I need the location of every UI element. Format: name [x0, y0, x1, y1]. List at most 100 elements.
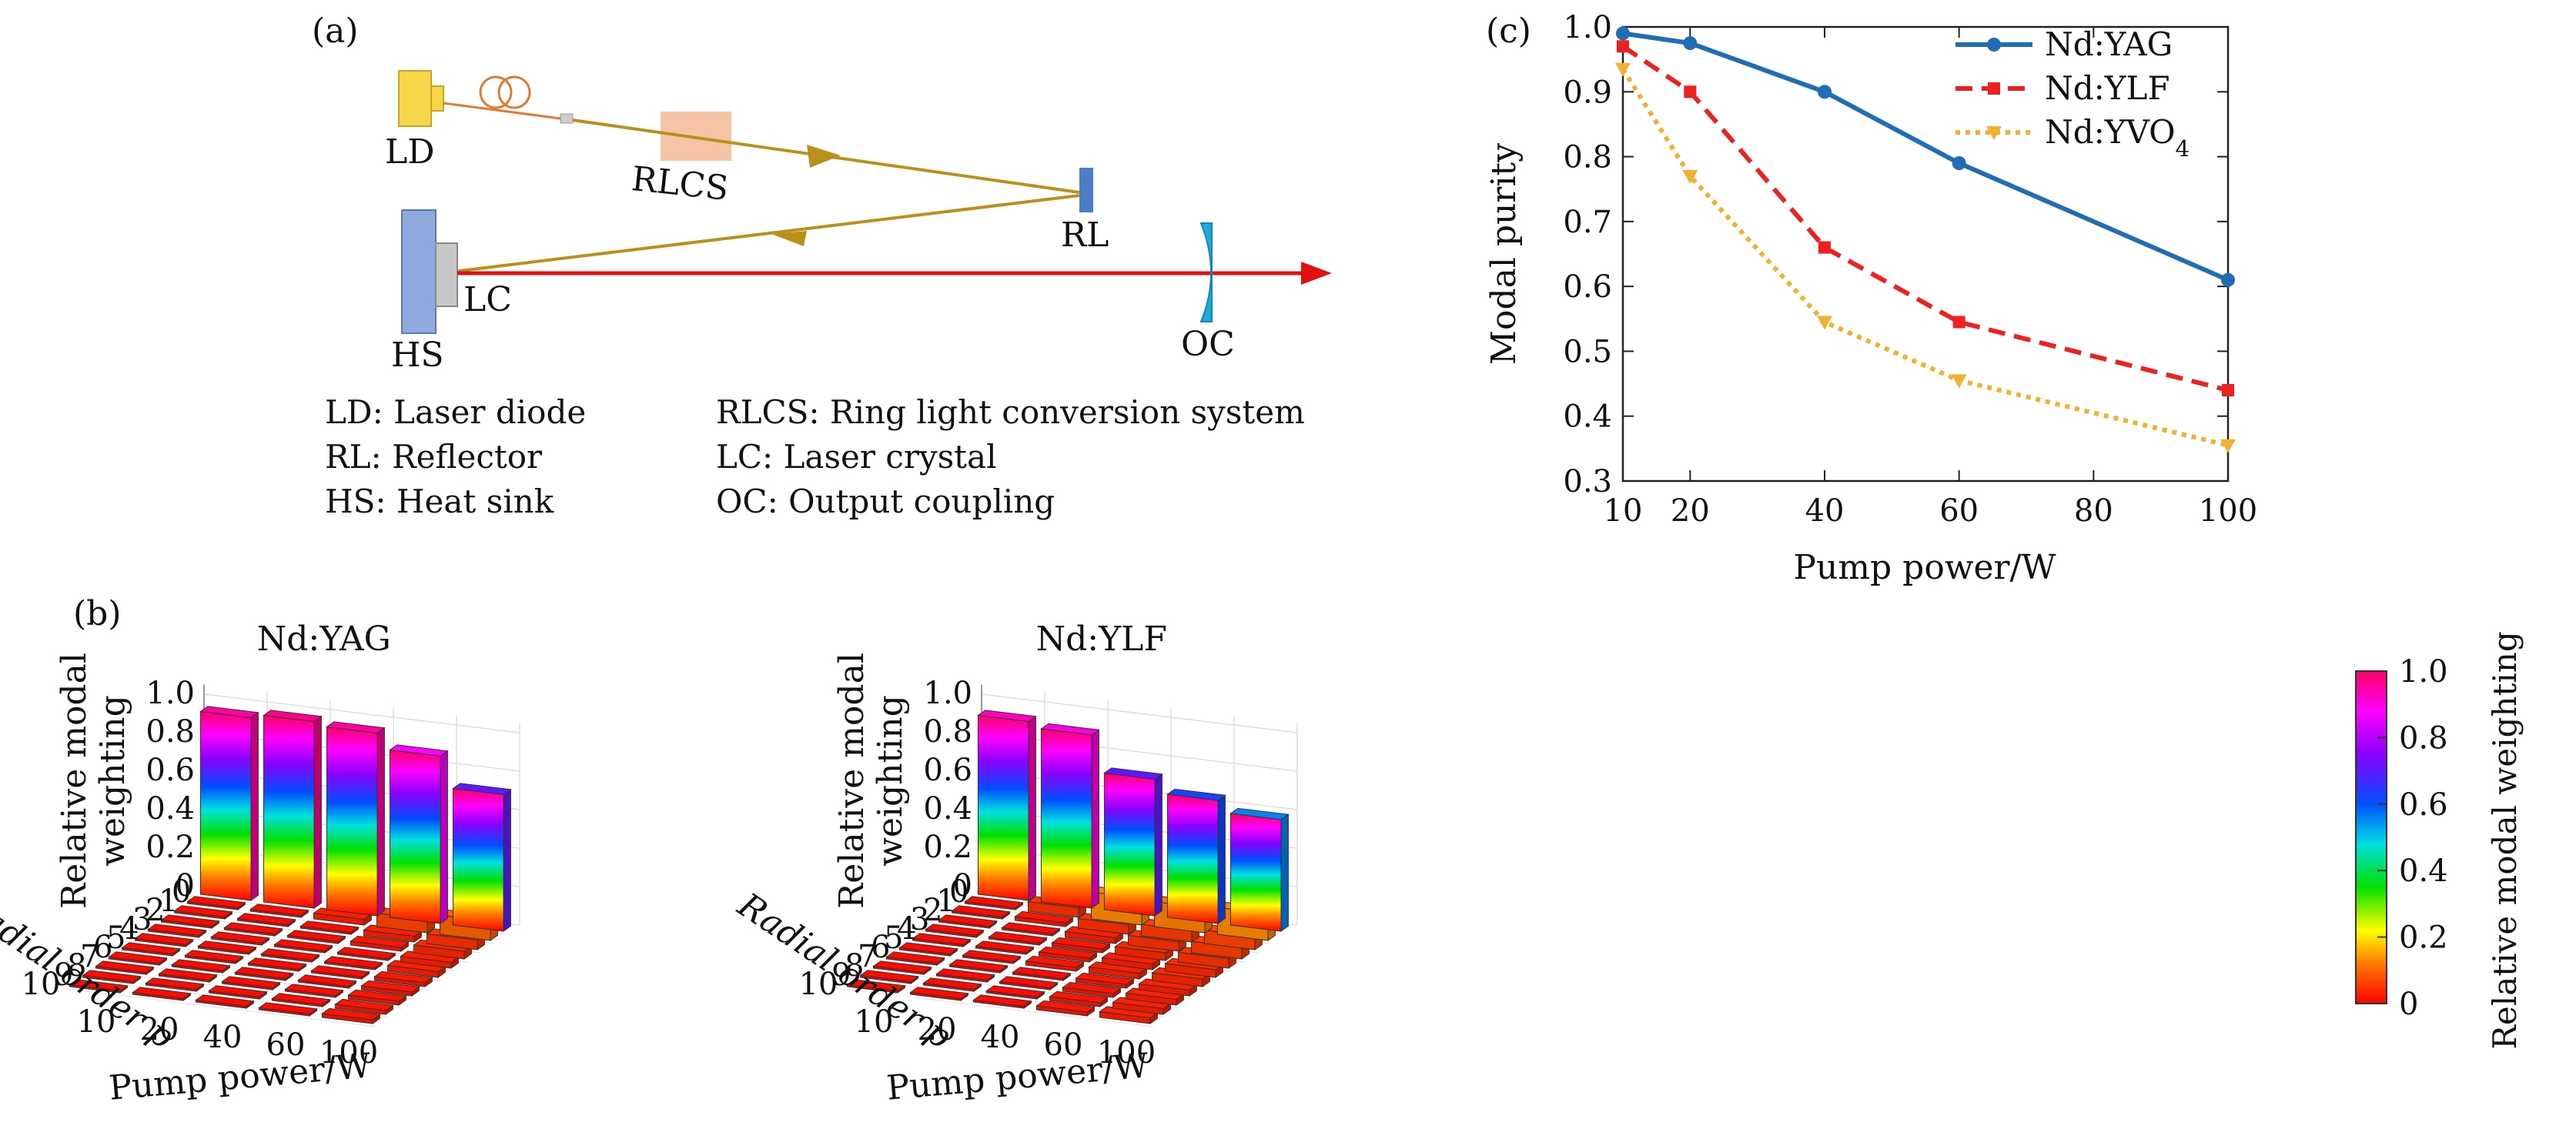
x-tick-label: 40	[981, 1020, 1020, 1055]
z-tick-label: 0	[953, 868, 972, 904]
x-tick-label: 60	[266, 1027, 306, 1063]
bar-top	[236, 913, 296, 926]
data-point	[1951, 374, 1967, 389]
data-point	[1682, 169, 1698, 184]
bar-top	[859, 970, 919, 983]
x-axis-label: Pump power/W	[1793, 548, 2056, 587]
bar-top	[297, 974, 357, 987]
bar-top	[121, 942, 181, 955]
colorbar-tick-label: 1.0	[2399, 654, 2448, 690]
bar-top	[69, 979, 129, 992]
bar-top	[132, 987, 192, 1000]
x-axis-label: Pump power/W	[108, 1046, 373, 1108]
data-point	[2221, 272, 2235, 287]
bar-top	[173, 905, 233, 918]
legend-marker	[1988, 82, 2000, 95]
p-tick-label: 5	[884, 920, 903, 956]
colorbar-tick-label: 0.6	[2399, 787, 2448, 823]
bar-front	[977, 714, 1029, 901]
laser-diode-icon	[398, 70, 444, 127]
p-tick-label: 3	[132, 902, 152, 937]
bar-top	[975, 940, 1035, 954]
p-tick-label: 8	[845, 948, 864, 984]
p-tick-label: 4	[897, 911, 916, 947]
bar-front	[452, 787, 504, 932]
data-point	[2220, 439, 2236, 453]
p-tick-label: 5	[106, 920, 125, 956]
bar-top	[273, 939, 333, 952]
output-coupler-lens	[1199, 222, 1213, 322]
y-tick-label: 0.5	[1563, 334, 1612, 369]
data-point	[1817, 316, 1832, 330]
p-tick-label: 10	[799, 967, 838, 1002]
p-tick-label: 1	[159, 883, 178, 919]
beam-arrow-forward	[807, 145, 841, 168]
bar-top	[247, 957, 307, 970]
bar-top	[389, 744, 449, 757]
y-tick-label: 1.0	[1563, 10, 1612, 45]
p-tick-label: 3	[910, 902, 929, 937]
bar-side	[1280, 813, 1289, 932]
legend-label-2: Nd:YVO4	[2045, 113, 2190, 162]
panel-a-setup-diagram: (a) LD RLCS RL LC	[312, 12, 1332, 520]
bar-top	[1229, 807, 1290, 820]
bar-top	[263, 710, 323, 723]
legend-ld: LD: Laser diode	[325, 393, 586, 431]
bar-top	[1012, 967, 1072, 980]
z-tick-label: 0.2	[146, 830, 195, 865]
bar-top	[452, 783, 512, 796]
grid-line	[837, 987, 1154, 1027]
bar-top	[1001, 922, 1061, 935]
data-point	[1684, 85, 1697, 99]
bar-side	[1091, 729, 1099, 909]
x-tick-label: 20	[1671, 493, 1710, 529]
bar-top	[938, 914, 998, 927]
p-tick-label: 6	[93, 930, 112, 965]
p-tick-label: 9	[831, 957, 851, 993]
label-rl: RL	[1061, 215, 1109, 255]
legend-marker	[1986, 126, 2002, 140]
bar-top	[1014, 910, 1074, 924]
bar-top	[909, 987, 969, 1000]
bar-top	[171, 959, 231, 972]
colorbar-tick-label: 0.4	[2399, 853, 2448, 889]
bar-top	[145, 977, 205, 990]
legend-rl: RL: Reflector	[325, 438, 543, 476]
bar-side	[313, 715, 322, 909]
legend-rlcs: RLCS: Ring light conversion system	[716, 393, 1305, 431]
p-tick-label: 2	[146, 893, 165, 928]
bar-top	[1051, 937, 1111, 950]
colorbar: 0 0.2 0.4 0.6 0.8 1.0 Relative modal weightin…	[2355, 631, 2524, 1050]
y-tick-label: 0.4	[1563, 399, 1612, 435]
bar-front	[1103, 772, 1156, 917]
z-axis-label: Relative modalweighting	[832, 653, 910, 909]
bar-top	[1025, 955, 1085, 968]
z-tick-label: 0.6	[923, 753, 972, 788]
bar-top	[95, 960, 155, 974]
colorbar-tick-label: 0.2	[2399, 920, 2448, 956]
chart-series	[1615, 26, 2236, 453]
p-tick-label: 0	[172, 874, 191, 910]
bar-top	[82, 970, 142, 983]
bar-top	[186, 896, 246, 909]
z-tick-label: 1.0	[923, 676, 972, 711]
z-tick-label: 0.2	[923, 830, 972, 865]
bar-top	[321, 1007, 381, 1020]
z-tick-label: 0	[176, 868, 195, 904]
p-tick-label: 7	[80, 939, 99, 974]
bar-top	[898, 942, 958, 955]
bar-top	[160, 914, 220, 927]
bar-top	[108, 951, 168, 964]
bar-top	[1038, 946, 1098, 959]
label-lc: LC	[463, 280, 512, 319]
bar-top	[1103, 767, 1163, 780]
bar-top	[334, 998, 394, 1011]
series-line-1	[1621, 44, 2229, 392]
bar-top	[195, 994, 255, 1007]
bar-top	[184, 950, 244, 963]
grid-line	[981, 693, 1298, 733]
legend-lc: LC: Laser crystal	[716, 438, 997, 476]
panel-c-line-chart: (c) 0.30.40.50.60.70.80.91.0 10 20 40 60 80 1…	[1484, 10, 2257, 587]
